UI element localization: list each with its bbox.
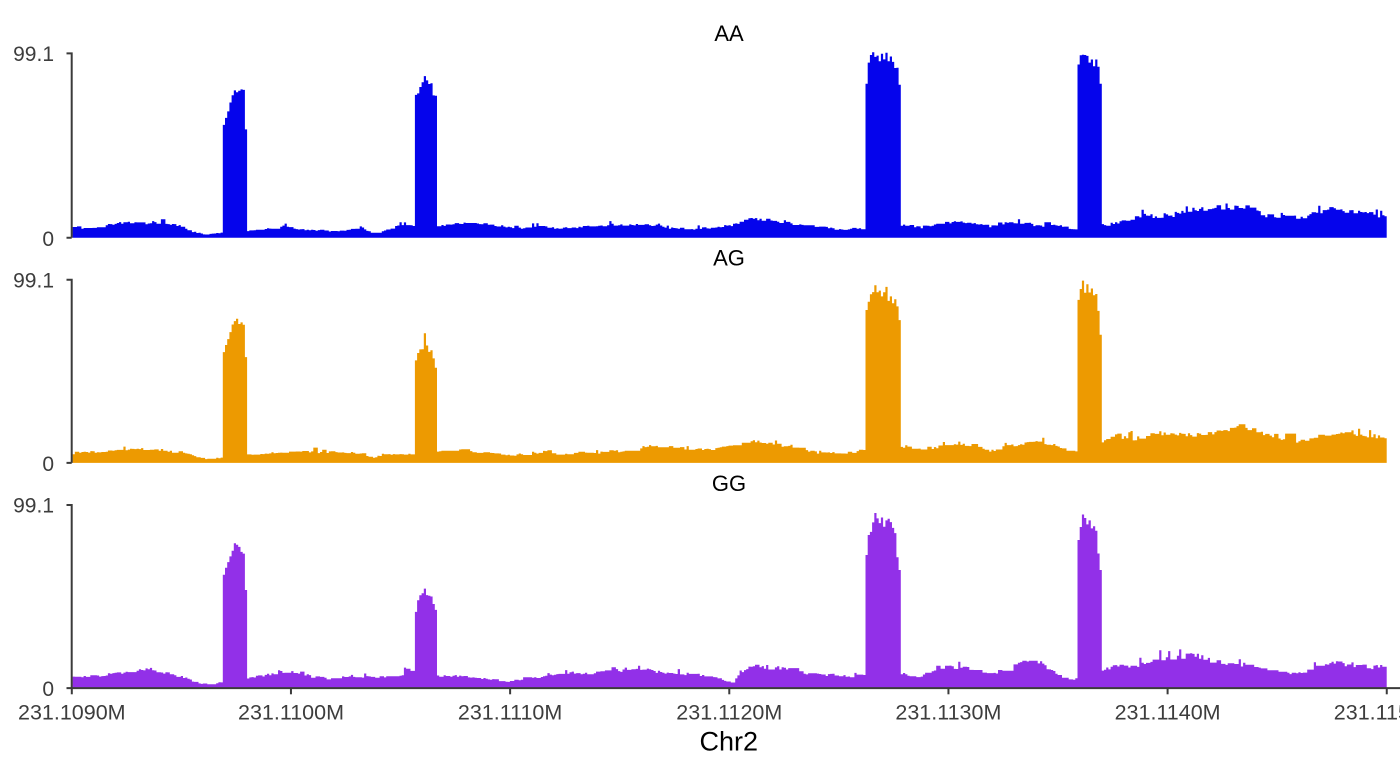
svg-text:AA: AA [714, 21, 744, 46]
svg-text:99.1: 99.1 [13, 269, 54, 292]
svg-text:231.1140M: 231.1140M [1115, 701, 1221, 725]
svg-text:0: 0 [42, 678, 54, 701]
svg-text:231.1120M: 231.1120M [676, 701, 782, 725]
svg-text:0: 0 [42, 453, 54, 476]
svg-text:231.1100M: 231.1100M [238, 701, 344, 725]
svg-text:231.1130M: 231.1130M [895, 701, 1001, 725]
svg-text:231.1090M: 231.1090M [18, 701, 126, 725]
svg-text:GG: GG [712, 471, 746, 496]
svg-text:99.1: 99.1 [13, 43, 54, 66]
svg-text:99.1: 99.1 [13, 495, 54, 518]
svg-text:231.1110M: 231.1110M [458, 701, 562, 725]
svg-text:Chr2: Chr2 [700, 727, 759, 757]
svg-text:0: 0 [42, 228, 54, 251]
svg-text:AG: AG [713, 246, 745, 271]
svg-text:231.1150M: 231.1150M [1334, 701, 1400, 725]
